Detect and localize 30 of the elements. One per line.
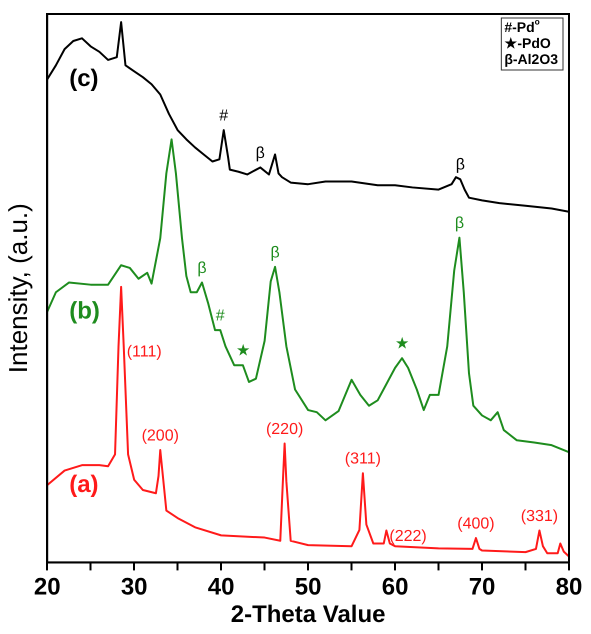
x-tick-label: 70 xyxy=(468,573,496,600)
x-tick-label: 40 xyxy=(208,573,234,600)
annotation: ★-PdO xyxy=(504,34,551,51)
annotation: ★ xyxy=(236,342,250,360)
annotation: (222) xyxy=(389,528,427,545)
series-label: (b) xyxy=(69,297,100,324)
x-tick-label: 80 xyxy=(556,573,582,600)
y-axis-title: Intensity, (a.u.) xyxy=(2,203,33,374)
annotation: (200) xyxy=(142,427,179,444)
annotation: # xyxy=(216,307,225,324)
series-label: (a) xyxy=(69,470,99,498)
annotation: (311) xyxy=(344,450,381,468)
series-label: (c) xyxy=(69,65,99,92)
x-axis-title: 2-Theta Value xyxy=(230,601,386,628)
annotation: (111) xyxy=(126,344,162,361)
annotation: (400) xyxy=(457,515,495,532)
annotation: ★ xyxy=(395,336,410,353)
x-tick-label: 30 xyxy=(120,573,148,600)
annotation: β xyxy=(270,244,280,262)
annotation: β xyxy=(456,156,465,174)
annotation: β-Al2O3 xyxy=(504,50,558,67)
x-tick-label: 60 xyxy=(382,573,408,600)
annotation: β xyxy=(256,144,265,162)
annotation: β xyxy=(454,215,464,232)
annotation: (220) xyxy=(266,420,304,438)
annotation: β xyxy=(197,260,207,277)
annotation: (331) xyxy=(520,508,558,525)
x-tick-label: 20 xyxy=(34,573,61,600)
annotation: # xyxy=(219,108,228,125)
x-tick-label: 50 xyxy=(294,573,322,600)
